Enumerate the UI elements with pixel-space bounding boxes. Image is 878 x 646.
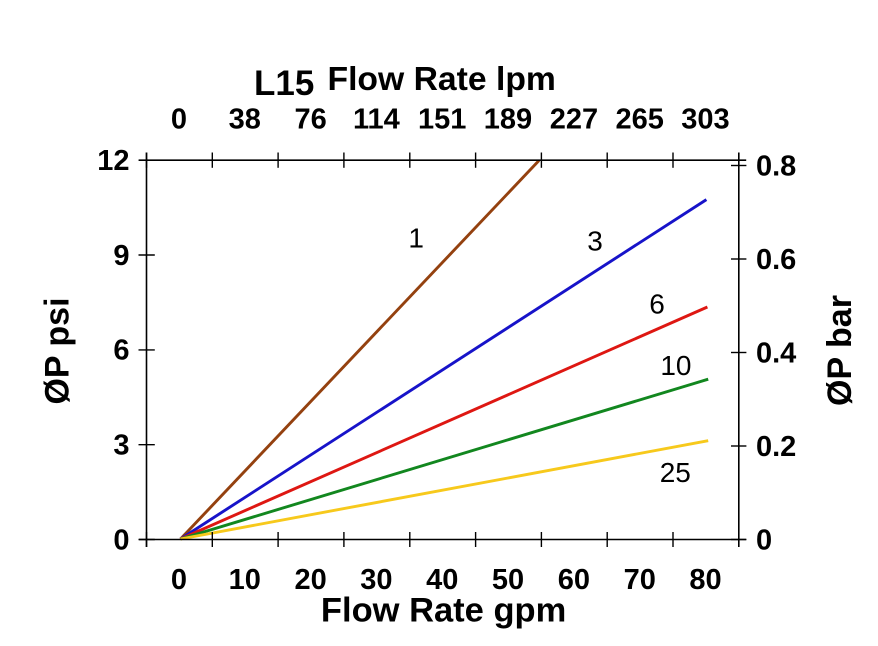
svg-text:10: 10 xyxy=(229,564,261,596)
svg-text:0.6: 0.6 xyxy=(756,244,796,276)
svg-text:0.8: 0.8 xyxy=(756,150,796,182)
svg-text:6: 6 xyxy=(649,289,665,320)
svg-text:10: 10 xyxy=(660,350,691,381)
svg-text:265: 265 xyxy=(616,104,664,136)
svg-text:20: 20 xyxy=(294,564,326,596)
svg-text:12: 12 xyxy=(97,145,129,177)
svg-text:0: 0 xyxy=(756,524,772,556)
svg-text:3: 3 xyxy=(113,430,129,462)
svg-text:0.4: 0.4 xyxy=(756,337,796,369)
svg-text:303: 303 xyxy=(681,104,729,136)
svg-text:189: 189 xyxy=(484,104,532,136)
svg-text:3: 3 xyxy=(587,225,603,256)
svg-text:1: 1 xyxy=(408,223,424,254)
svg-text:227: 227 xyxy=(550,104,598,136)
svg-text:Flow Rate lpm: Flow Rate lpm xyxy=(328,60,556,98)
svg-text:151: 151 xyxy=(418,104,466,136)
svg-text:ØP bar: ØP bar xyxy=(821,295,859,406)
svg-text:25: 25 xyxy=(660,457,691,488)
svg-text:80: 80 xyxy=(689,564,721,596)
svg-text:0.2: 0.2 xyxy=(756,431,796,463)
svg-text:40: 40 xyxy=(426,564,458,596)
svg-text:76: 76 xyxy=(294,104,326,136)
svg-text:60: 60 xyxy=(558,564,590,596)
svg-text:ØP psi: ØP psi xyxy=(39,297,77,404)
svg-text:0: 0 xyxy=(171,104,187,136)
svg-text:38: 38 xyxy=(229,104,261,136)
svg-text:9: 9 xyxy=(113,240,129,272)
svg-text:0: 0 xyxy=(113,524,129,556)
svg-text:0: 0 xyxy=(171,564,187,596)
svg-text:Flow Rate gpm: Flow Rate gpm xyxy=(321,591,566,629)
svg-text:L15: L15 xyxy=(254,64,314,103)
svg-text:30: 30 xyxy=(360,564,392,596)
svg-text:70: 70 xyxy=(624,564,656,596)
svg-text:6: 6 xyxy=(113,335,129,367)
svg-text:50: 50 xyxy=(492,564,524,596)
svg-text:114: 114 xyxy=(353,104,400,136)
